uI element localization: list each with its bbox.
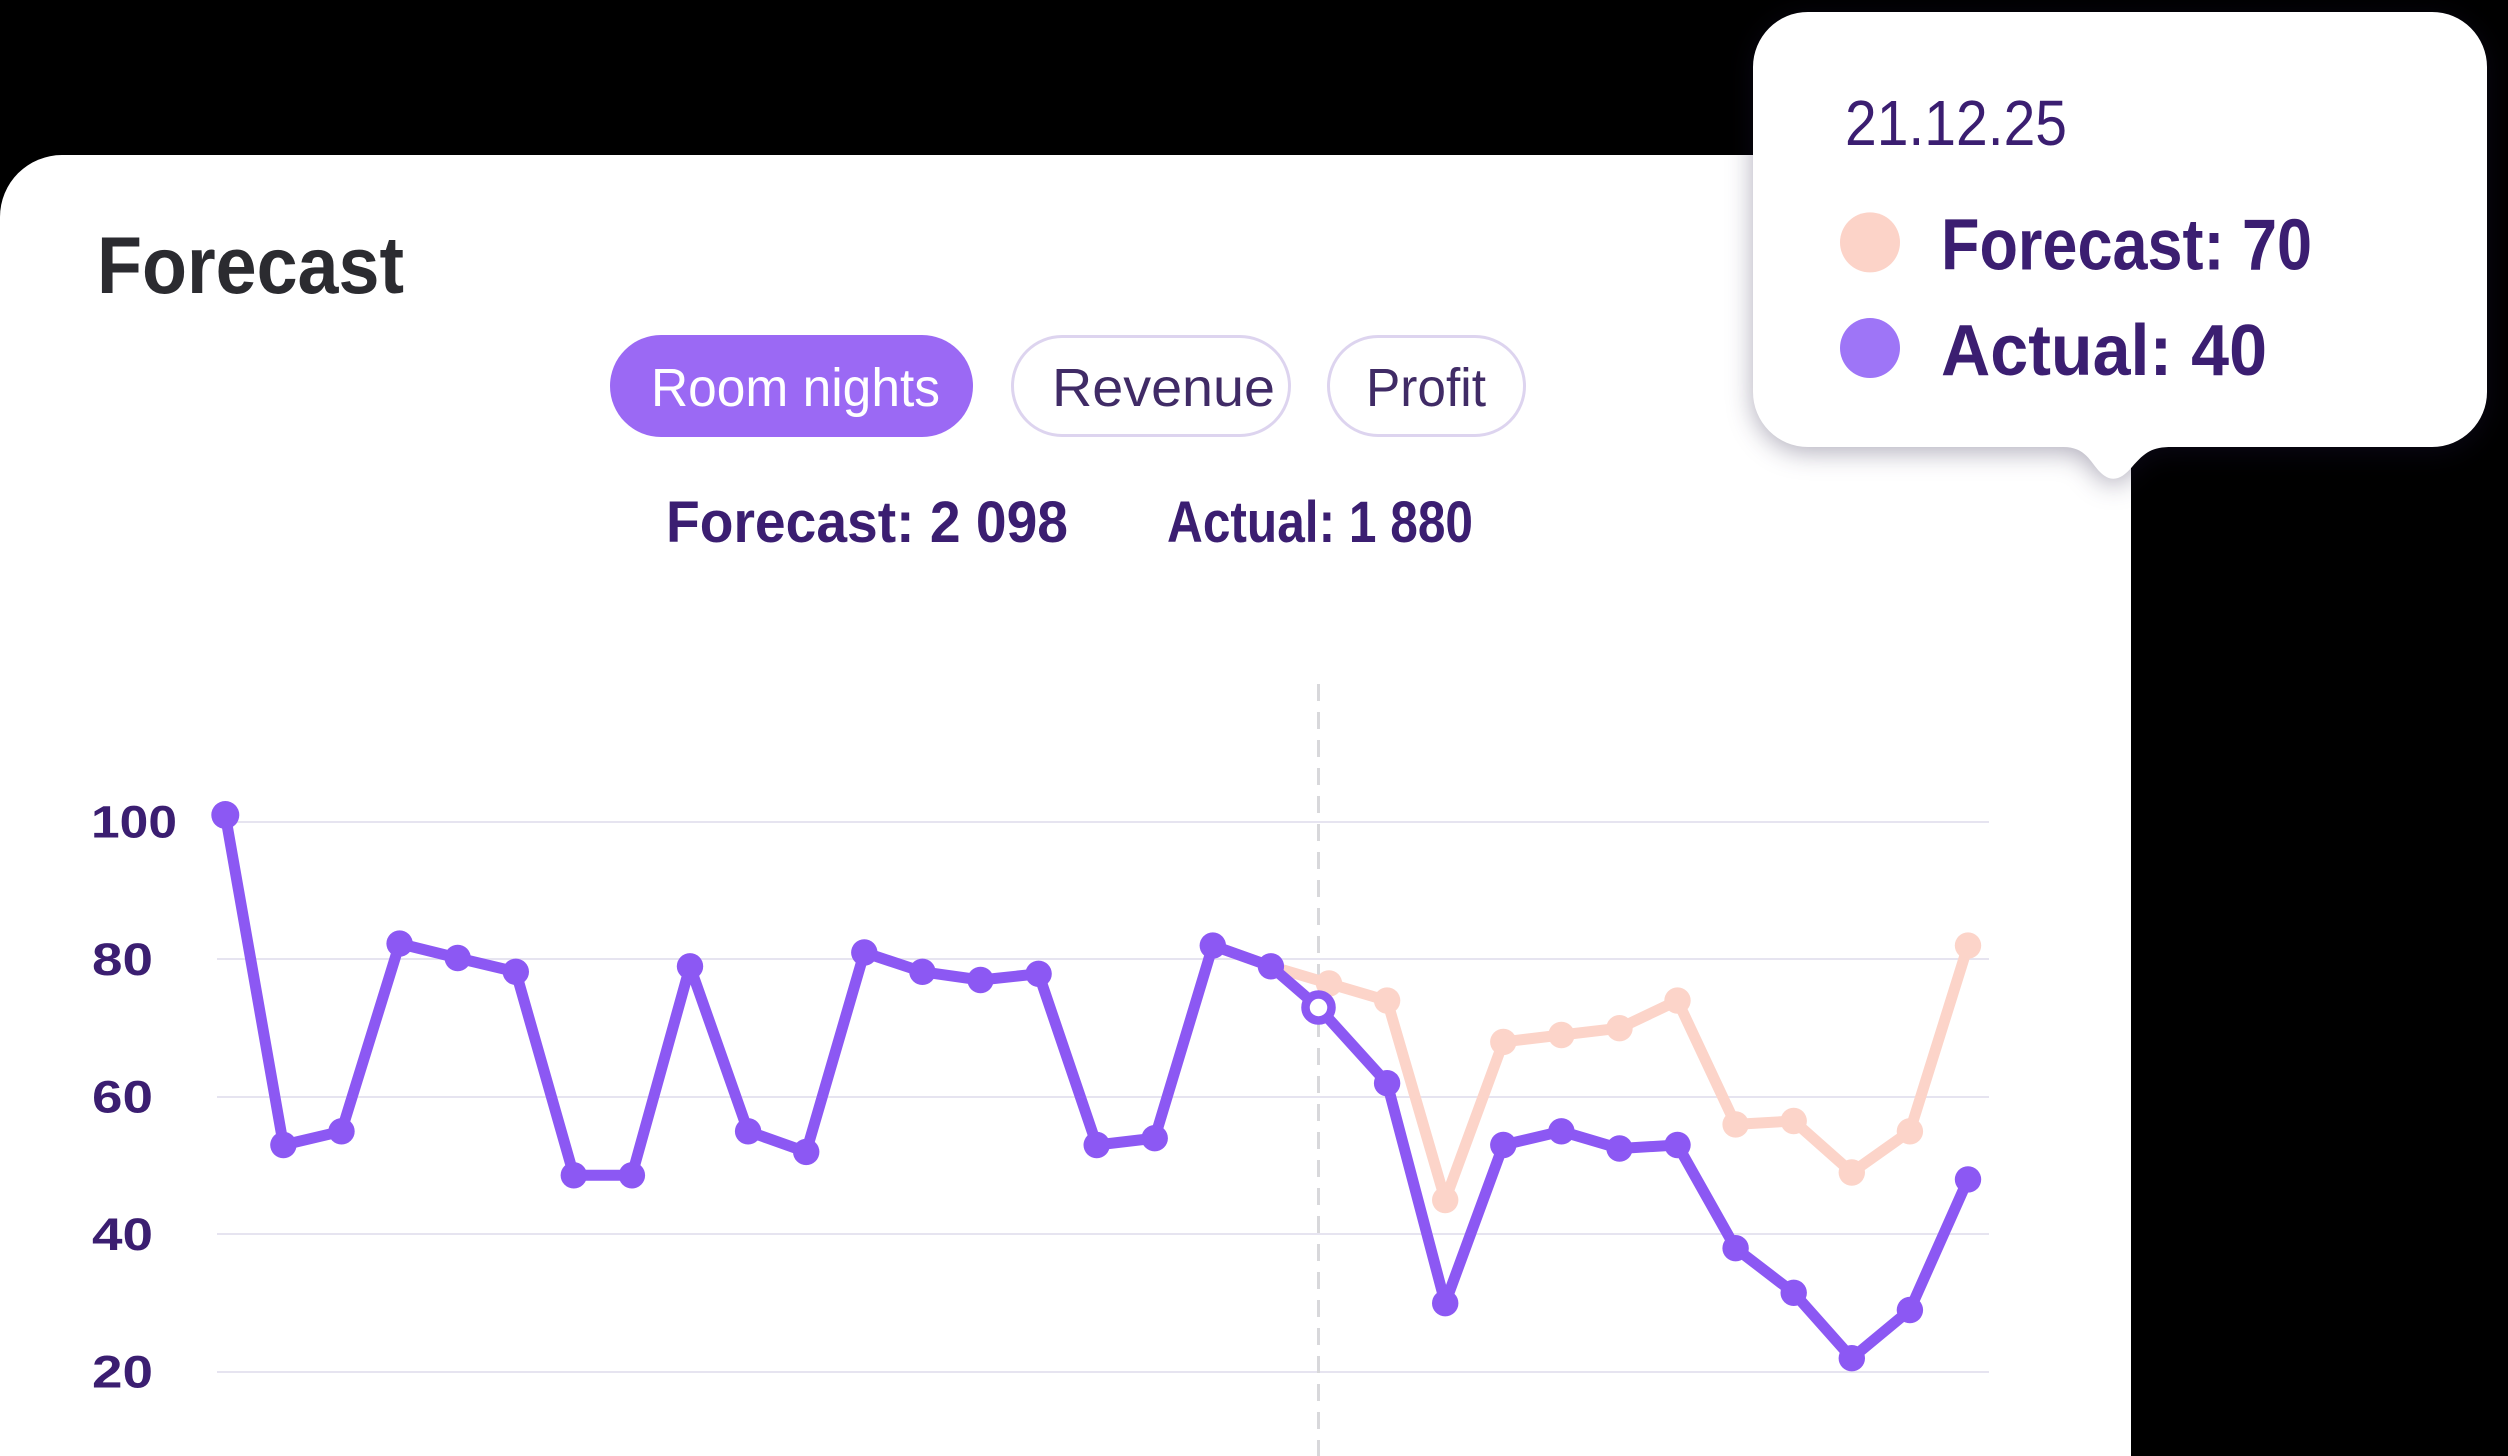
svg-text:80: 80	[92, 934, 153, 985]
svg-text:60: 60	[92, 1071, 153, 1122]
svg-text:Actual: 1 880: Actual: 1 880	[1167, 490, 1473, 555]
svg-text:Forecast: 70: Forecast: 70	[1941, 206, 2312, 286]
svg-text:Revenue: Revenue	[1052, 358, 1275, 418]
svg-text:Profit: Profit	[1366, 358, 1486, 418]
svg-text:40: 40	[92, 1209, 153, 1260]
svg-text:20: 20	[92, 1346, 153, 1397]
svg-text:Room nights: Room nights	[651, 358, 940, 418]
svg-text:21.12.25: 21.12.25	[1845, 87, 2067, 159]
svg-text:100: 100	[91, 796, 177, 847]
svg-text:Forecast: 2 098: Forecast: 2 098	[666, 490, 1068, 555]
svg-text:Forecast: Forecast	[97, 221, 404, 311]
svg-text:Actual: 40: Actual: 40	[1941, 311, 2267, 391]
